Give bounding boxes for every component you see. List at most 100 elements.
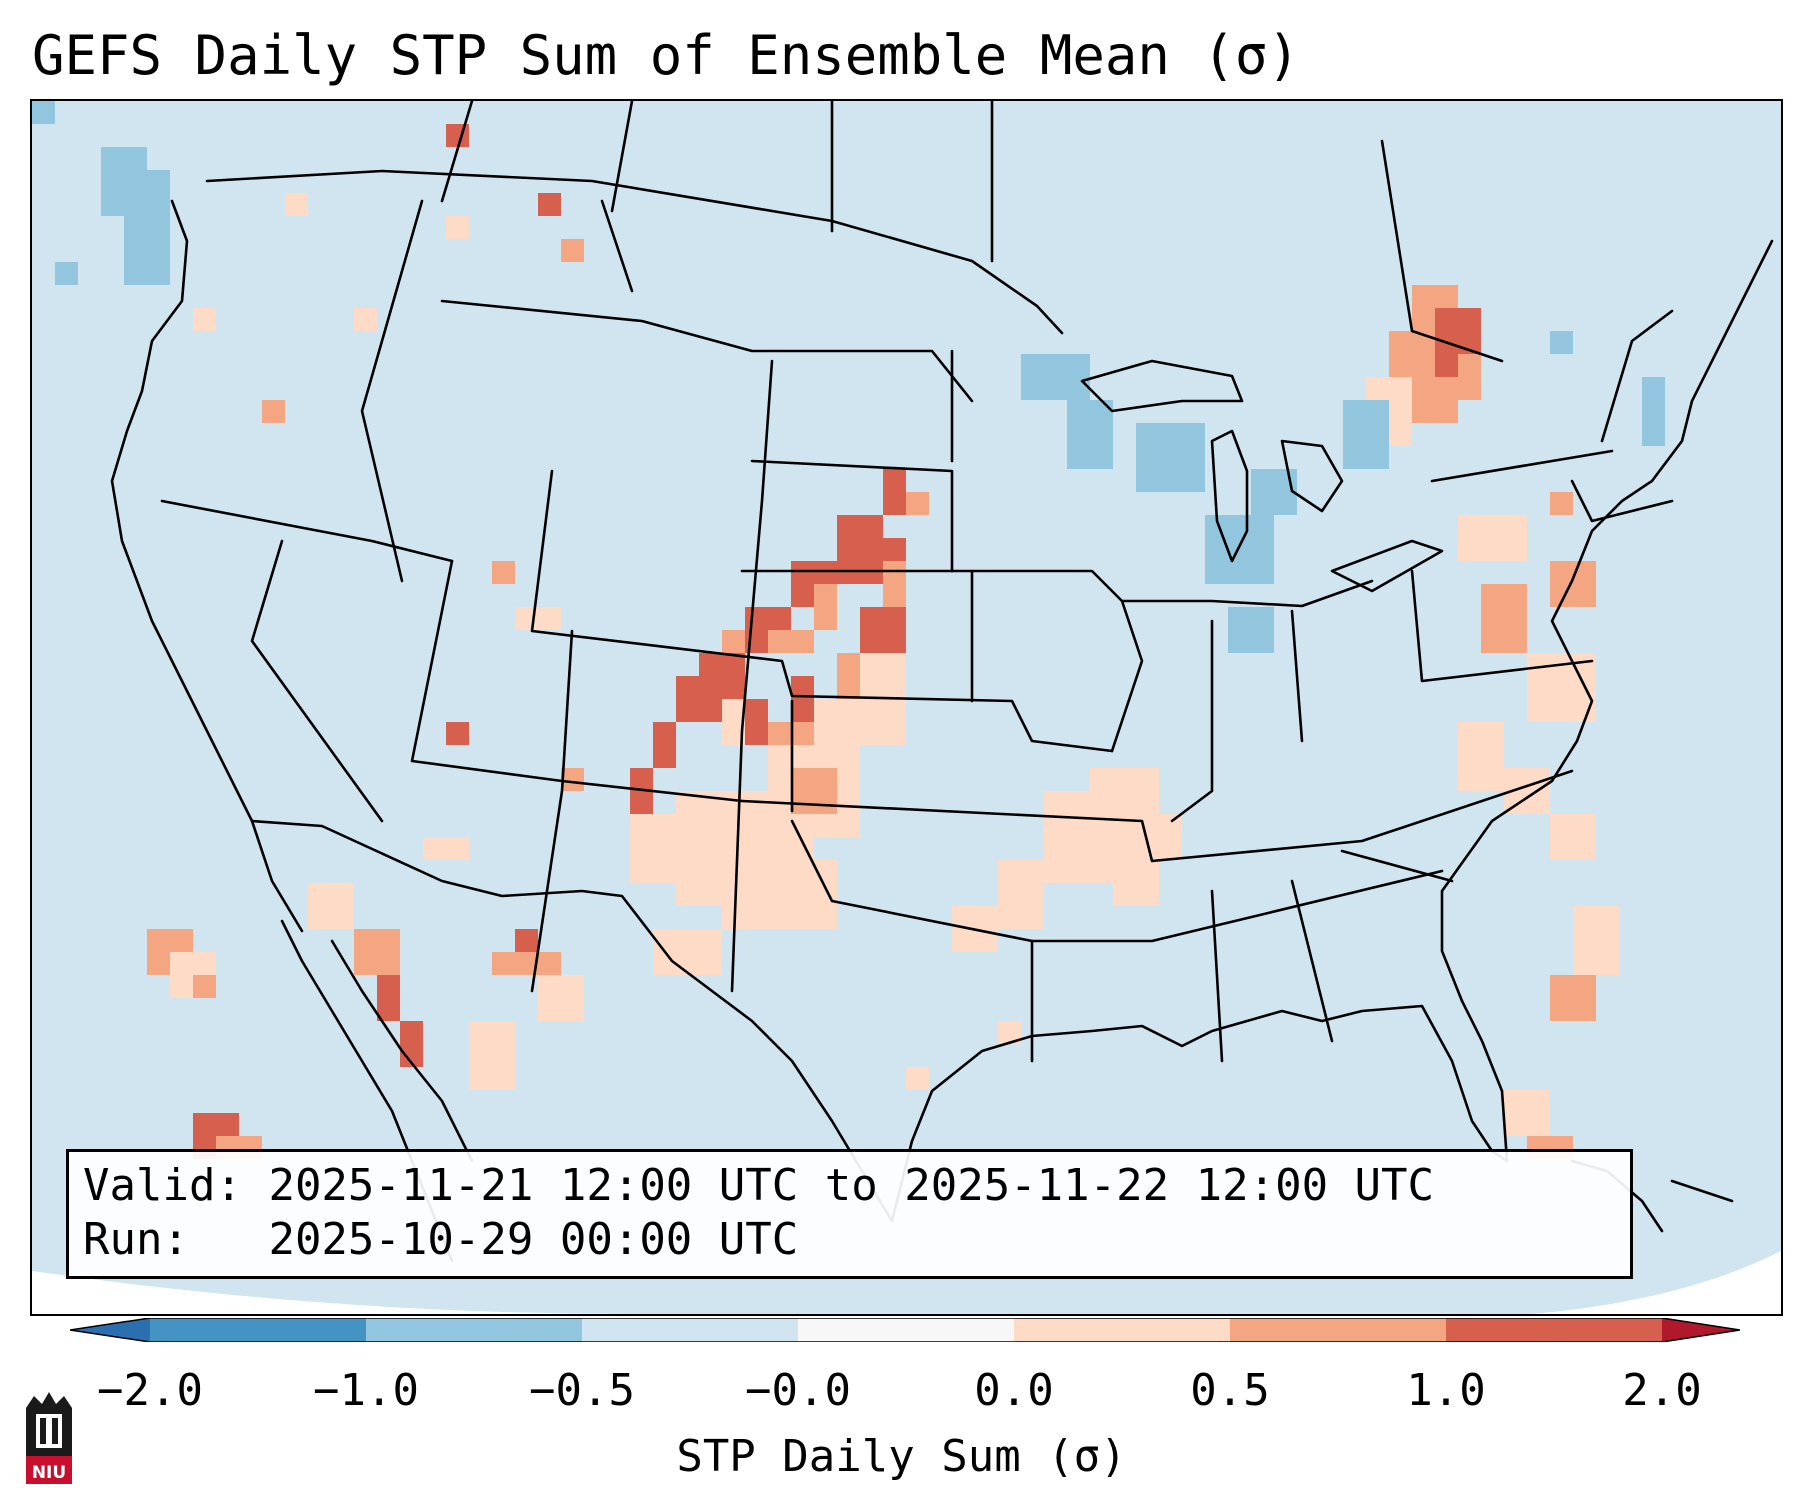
state-line [160,499,454,563]
logo-text: NIU [32,1463,66,1483]
state-line [1340,849,1454,883]
stp-cell [1550,975,1596,1021]
stp-cell [883,469,906,515]
province-line [440,101,474,203]
state-line [750,459,954,573]
state-line [1030,869,1444,943]
colorbar-segment-neg05 [582,1318,798,1342]
colorbar-tick-label: −1.0 [313,1365,419,1416]
island [1670,1179,1734,1203]
stp-cell [653,722,676,768]
stp-cell [515,929,538,952]
stp-grid-cells [32,101,1665,1159]
stp-cell [1412,377,1458,423]
stp-cell [308,883,354,929]
stp-cell [1458,515,1527,561]
lake-michigan [1210,429,1249,563]
state-line [1210,889,1224,1063]
lake-superior [1080,359,1244,413]
colorbar-tick-label: 1.0 [1406,1365,1486,1416]
stp-cell [998,860,1044,929]
colorbar-tick-label: −0.5 [529,1365,635,1416]
stp-cell [630,814,676,883]
state-line [1170,619,1214,823]
state-line [530,629,574,993]
state-line [1410,569,1594,683]
colorbar-segment-pos0 [1014,1318,1230,1342]
stp-cell [147,170,170,216]
stp-cell [653,929,722,975]
colorbar-tick-label: −2.0 [97,1365,203,1416]
stp-cell [561,768,584,791]
stp-cell [423,837,469,860]
state-line [360,199,424,583]
stp-cell [768,630,814,653]
lake-huron [1280,439,1344,513]
stp-cell [446,124,469,147]
stp-cell [1136,814,1182,860]
colorbar-segment-zero [798,1318,1014,1342]
colorbar-segment-pos1 [1446,1318,1662,1342]
us-mexico-border [250,819,894,1223]
state-line [1430,449,1614,483]
lake-erie [1330,539,1444,593]
colorbar-segment-neg1 [366,1318,582,1342]
stp-cell [492,561,515,584]
stp-cell [1021,354,1090,400]
valid-value: 2025-11-21 12:00 UTC to 2025-11-22 12:00… [268,1160,1435,1211]
stp-cell [860,607,906,653]
stp-cell [1550,814,1596,860]
state-line [1120,579,1374,608]
west-coast [110,199,304,933]
colorbar-tick-label: 2.0 [1622,1365,1702,1416]
stp-cell [1205,515,1274,584]
state-line [1600,309,1674,443]
stp-cell [193,308,216,331]
stp-cell [814,584,837,630]
stp-cell [561,239,584,262]
colorbar-segment-neg2 [150,1318,366,1342]
run-line: Run: 2025-10-29 00:00 UTC [83,1213,1616,1267]
province-line [1380,139,1504,363]
run-value: 2025-10-29 00:00 UTC [268,1214,799,1265]
stp-cell [1389,331,1435,377]
stp-cell [1159,446,1205,492]
stp-cell [1458,722,1504,791]
colorbar-tick-label: 0.5 [1190,1365,1270,1416]
stp-cell [1481,584,1527,653]
stp-cell [400,1021,423,1067]
state-line [740,769,1574,863]
colorbar-tick-label: 0.0 [974,1365,1054,1416]
stp-cell [538,193,561,216]
stp-cell [1504,1090,1550,1136]
stp-cell [1067,400,1113,469]
stp-cell [1550,492,1573,515]
validity-info-box: Valid: 2025-11-21 12:00 UTC to 2025-11-2… [66,1149,1633,1279]
stp-cell [791,676,814,722]
state-line [1570,479,1674,523]
stp-cell [285,193,308,216]
colorbar-extend-max [1662,1318,1740,1342]
state-line [970,569,1144,753]
university-logo-icon: NIU [26,1392,72,1484]
stp-cell [837,745,860,814]
province-line [610,101,634,213]
colorbar-extend-min [70,1318,150,1342]
projection-edge-left [32,1271,632,1314]
state-line [1290,879,1334,1043]
east-coast [1440,239,1774,1003]
stp-cell [354,308,377,331]
coastlines-and-borders [110,101,1774,1263]
state-line [790,819,1034,1063]
state-line [730,359,774,993]
stp-cell [791,768,837,814]
projection-edge-right [1532,1251,1781,1314]
colorbar-segment-pos05 [1230,1318,1446,1342]
stp-cell [124,216,170,285]
stp-cell [469,1021,515,1090]
stp-cell [745,699,768,745]
colorbar-tick-label: −0.0 [745,1365,851,1416]
stp-cell [193,975,216,998]
state-line [1290,609,1304,743]
stp-cell [1458,354,1481,400]
